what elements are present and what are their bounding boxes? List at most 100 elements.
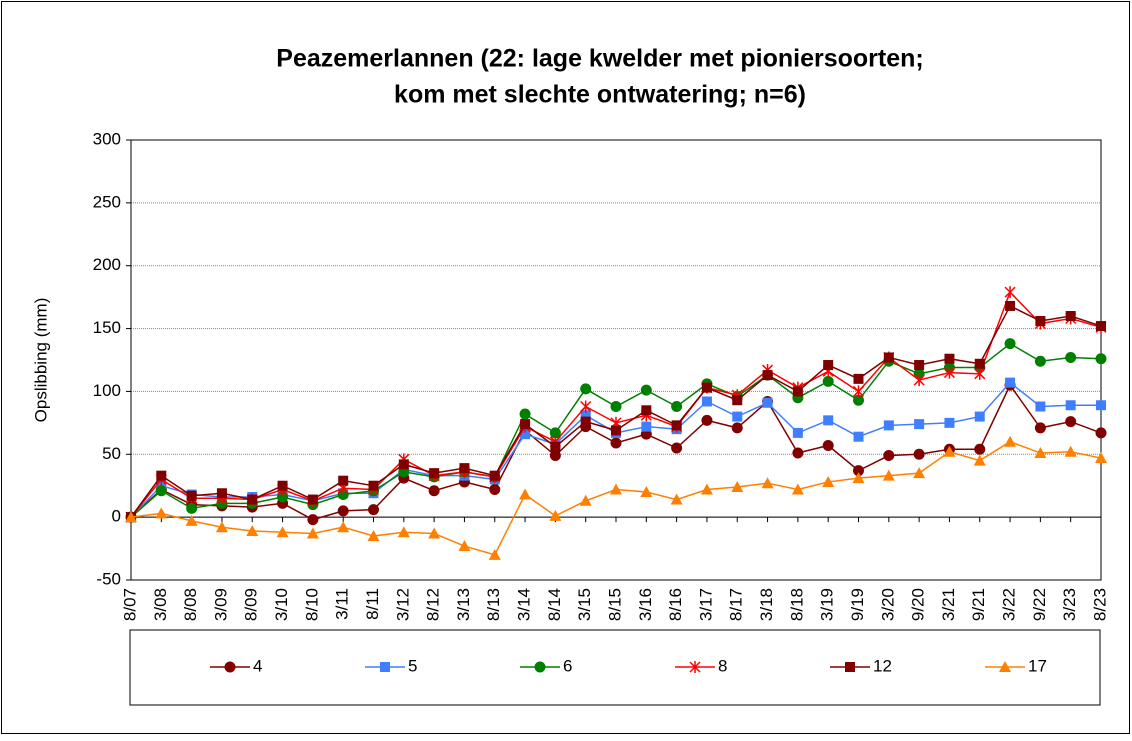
- data-point: [155, 485, 167, 497]
- data-point: [306, 527, 319, 539]
- data-point: [550, 441, 561, 452]
- data-point: [1065, 311, 1076, 321]
- data-point: [822, 475, 835, 487]
- data-point: [700, 483, 713, 495]
- data-point: [429, 468, 440, 479]
- data-point: [853, 431, 864, 442]
- data-point: [125, 511, 137, 523]
- data-point: [822, 439, 834, 451]
- data-point: [732, 411, 743, 422]
- data-point: [1065, 400, 1076, 411]
- data-point: [277, 491, 289, 503]
- legend-marker: [845, 662, 855, 672]
- y-tick-label: 0: [112, 507, 121, 526]
- x-tick-label: 3/18: [757, 588, 776, 621]
- data-point: [1005, 300, 1016, 311]
- data-point: [973, 454, 986, 466]
- x-tick-label: 8/23: [1090, 588, 1109, 621]
- data-point: [610, 401, 622, 413]
- data-point: [519, 408, 531, 420]
- chart-title: Peazemerlannen (22: lage kwelder met pio…: [276, 45, 923, 73]
- data-point: [579, 494, 592, 506]
- data-point: [1065, 351, 1077, 363]
- data-point: [338, 475, 349, 486]
- data-point: [459, 463, 470, 474]
- legend-label: 6: [563, 656, 572, 675]
- data-point: [853, 465, 864, 477]
- data-point: [974, 367, 986, 380]
- data-point: [307, 494, 318, 505]
- data-point: [1096, 321, 1106, 332]
- data-point: [1095, 452, 1107, 464]
- data-point: [580, 416, 591, 427]
- x-tick-label: 8/10: [302, 588, 321, 621]
- x-tick-label: 3/08: [151, 588, 170, 621]
- data-point: [822, 375, 834, 387]
- data-point: [883, 352, 894, 363]
- chart-title: kom met slechte ontwatering; n=6): [394, 81, 806, 109]
- legend-label: 17: [1028, 656, 1047, 675]
- data-point: [489, 483, 501, 495]
- data-point: [1005, 377, 1016, 388]
- data-point: [823, 415, 834, 426]
- data-point: [520, 429, 531, 440]
- y-tick-label: 200: [93, 255, 121, 274]
- x-tick-label: 3/13: [454, 588, 473, 621]
- data-point: [671, 401, 683, 413]
- data-point: [944, 417, 955, 428]
- data-point: [156, 470, 167, 481]
- x-tick-label: 8/15: [605, 588, 624, 621]
- x-tick-label: 8/11: [363, 588, 382, 620]
- x-tick-label: 3/23: [1060, 588, 1079, 621]
- data-point: [914, 419, 925, 430]
- data-point: [367, 530, 380, 541]
- x-tick-label: 3/15: [575, 588, 594, 621]
- data-point: [489, 470, 500, 481]
- data-point: [246, 524, 259, 536]
- data-point: [640, 384, 652, 396]
- x-tick-label: 3/16: [636, 588, 655, 621]
- data-point: [731, 480, 744, 492]
- data-point: [1095, 427, 1107, 439]
- data-point: [1095, 353, 1107, 365]
- y-axis-label: Opslibbing (mm): [31, 298, 50, 423]
- x-tick-label: 3/20: [878, 588, 897, 621]
- data-point: [458, 540, 471, 552]
- data-point: [368, 504, 379, 516]
- x-tick-label: 3/22: [1000, 588, 1019, 621]
- data-point: [974, 411, 985, 422]
- x-tick-label: 8/18: [787, 588, 806, 621]
- data-point: [883, 450, 895, 462]
- legend-marker: [999, 661, 1011, 672]
- data-point: [823, 360, 834, 371]
- y-tick-label: 300: [93, 129, 121, 148]
- x-tick-label: 3/17: [696, 588, 715, 621]
- data-point: [549, 509, 562, 521]
- data-point: [428, 527, 441, 539]
- data-point: [641, 421, 652, 432]
- x-tick-label: 8/16: [666, 588, 685, 621]
- x-tick-label: 9/20: [909, 588, 928, 621]
- data-point: [974, 443, 986, 455]
- data-point: [610, 437, 622, 449]
- legend-marker: [689, 661, 701, 673]
- data-point: [488, 548, 501, 560]
- data-point: [640, 486, 653, 497]
- data-point: [701, 382, 712, 393]
- data-point: [974, 358, 985, 369]
- data-point: [186, 490, 197, 501]
- data-point: [155, 507, 168, 519]
- data-point: [549, 427, 561, 439]
- data-point: [943, 366, 955, 379]
- data-point: [216, 488, 227, 499]
- data-point: [852, 472, 865, 484]
- data-point: [791, 483, 804, 495]
- data-point: [1004, 435, 1017, 447]
- data-point: [761, 477, 774, 489]
- data-point: [185, 514, 198, 526]
- data-point: [186, 502, 198, 514]
- data-point: [519, 488, 532, 500]
- data-point: [398, 459, 409, 470]
